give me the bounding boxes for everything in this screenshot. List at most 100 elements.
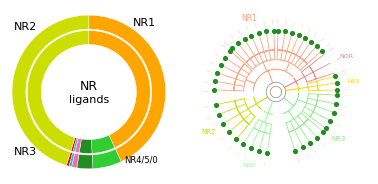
Point bbox=[227, 49, 233, 52]
Point bbox=[214, 72, 220, 75]
Point bbox=[335, 94, 341, 97]
Wedge shape bbox=[73, 138, 78, 152]
Text: NR: NR bbox=[80, 80, 98, 93]
Text: ——: —— bbox=[328, 44, 336, 52]
Text: ——: —— bbox=[299, 22, 305, 30]
Text: NR5: NR5 bbox=[347, 79, 360, 84]
Text: ——: —— bbox=[327, 134, 335, 141]
Point bbox=[331, 111, 337, 114]
Text: ——: —— bbox=[218, 135, 226, 142]
Point bbox=[292, 149, 298, 152]
Text: ——: —— bbox=[271, 17, 276, 24]
Text: ——: —— bbox=[229, 32, 236, 40]
Text: ——: —— bbox=[253, 20, 259, 28]
Text: ——: —— bbox=[335, 55, 343, 62]
Wedge shape bbox=[92, 149, 121, 169]
Text: ——: —— bbox=[335, 122, 343, 129]
Point bbox=[220, 122, 226, 125]
Wedge shape bbox=[79, 139, 92, 153]
Wedge shape bbox=[75, 138, 81, 153]
Text: ——: —— bbox=[202, 104, 210, 109]
Point bbox=[212, 80, 218, 83]
Point bbox=[211, 88, 217, 91]
Wedge shape bbox=[71, 153, 79, 168]
Text: ——: —— bbox=[342, 79, 350, 84]
Text: ——: —— bbox=[226, 143, 234, 151]
Text: ——: —— bbox=[325, 40, 333, 48]
Text: ——: —— bbox=[313, 29, 320, 38]
Point bbox=[256, 31, 262, 34]
Text: ——: —— bbox=[304, 152, 310, 160]
Wedge shape bbox=[69, 153, 75, 167]
Point bbox=[275, 29, 281, 32]
Text: ——: —— bbox=[204, 67, 212, 73]
Point bbox=[289, 31, 295, 34]
Point bbox=[319, 49, 325, 52]
Point bbox=[248, 147, 254, 150]
Point bbox=[226, 130, 232, 133]
Point bbox=[308, 40, 314, 43]
Text: ——: —— bbox=[339, 113, 347, 119]
Text: ——: —— bbox=[295, 156, 301, 164]
Wedge shape bbox=[89, 15, 166, 162]
Point bbox=[302, 36, 308, 39]
Point bbox=[314, 136, 320, 139]
Point bbox=[233, 138, 239, 141]
Text: NR3: NR3 bbox=[14, 147, 37, 157]
Point bbox=[323, 127, 329, 130]
Text: ——: —— bbox=[284, 18, 289, 25]
Point bbox=[229, 47, 235, 50]
Text: ——: —— bbox=[253, 157, 259, 164]
Wedge shape bbox=[91, 135, 115, 153]
Text: NOR: NOR bbox=[339, 54, 353, 59]
Point bbox=[263, 30, 269, 33]
Text: NR1: NR1 bbox=[133, 18, 156, 28]
Point bbox=[242, 38, 248, 40]
Point bbox=[235, 42, 241, 45]
Point bbox=[296, 33, 302, 36]
Text: ——: —— bbox=[292, 19, 297, 27]
Wedge shape bbox=[67, 152, 73, 166]
Point bbox=[271, 29, 277, 32]
Point bbox=[307, 141, 313, 144]
Text: ——: —— bbox=[276, 17, 280, 24]
Point bbox=[320, 130, 326, 133]
Point bbox=[314, 44, 320, 47]
Point bbox=[218, 63, 224, 66]
Text: ——: —— bbox=[208, 57, 216, 64]
Point bbox=[334, 82, 340, 84]
Text: NR4/5/0: NR4/5/0 bbox=[124, 155, 158, 164]
Text: ——: —— bbox=[222, 38, 229, 45]
Text: ——: —— bbox=[344, 93, 351, 98]
Text: ——: —— bbox=[262, 18, 267, 25]
Point bbox=[300, 146, 306, 149]
Point bbox=[216, 113, 222, 116]
Point bbox=[333, 102, 339, 105]
Point bbox=[282, 30, 288, 33]
Wedge shape bbox=[89, 31, 150, 148]
Text: ——: —— bbox=[244, 153, 250, 161]
Text: NR1: NR1 bbox=[241, 14, 257, 23]
Text: NR3: NR3 bbox=[332, 136, 346, 142]
Text: ——: —— bbox=[236, 27, 243, 35]
Wedge shape bbox=[12, 15, 89, 165]
Text: ——: —— bbox=[201, 87, 208, 92]
Text: ——: —— bbox=[341, 71, 349, 76]
Text: NR2: NR2 bbox=[201, 130, 216, 135]
Point bbox=[332, 75, 338, 77]
Text: ——: —— bbox=[320, 141, 327, 149]
Circle shape bbox=[43, 46, 135, 138]
Point bbox=[256, 150, 262, 153]
Text: ——: —— bbox=[202, 77, 209, 82]
Text: ——: —— bbox=[312, 147, 319, 155]
Point bbox=[264, 151, 270, 154]
Point bbox=[222, 56, 228, 59]
Text: ——: —— bbox=[211, 125, 219, 132]
Point bbox=[240, 143, 246, 146]
Text: ——: —— bbox=[342, 103, 350, 109]
Text: ——: —— bbox=[213, 49, 221, 56]
Text: ——: —— bbox=[206, 115, 214, 121]
Point bbox=[335, 88, 341, 91]
Text: ——: —— bbox=[330, 130, 338, 138]
Text: ——: —— bbox=[319, 35, 327, 43]
